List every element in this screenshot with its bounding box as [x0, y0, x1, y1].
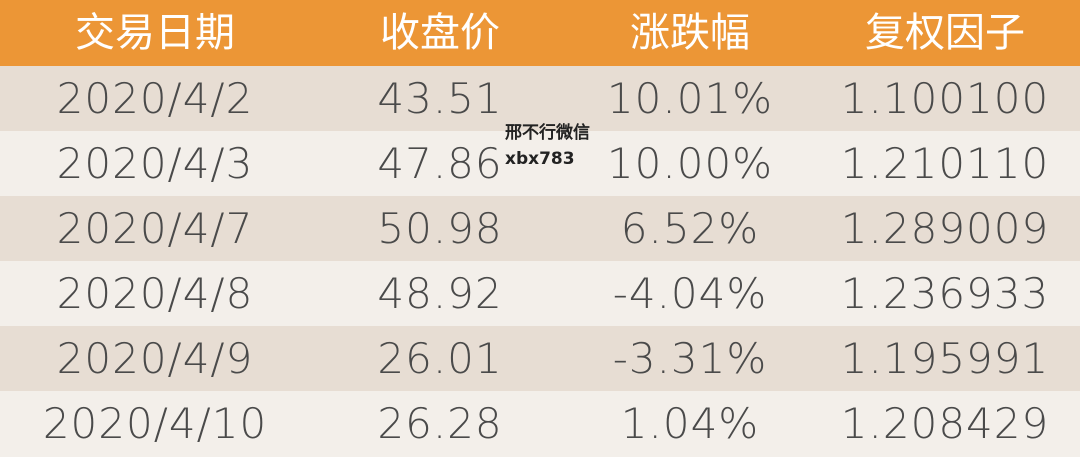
cell-trade-date: 2020/4/10 [42, 399, 268, 448]
table-row: 2020/4/9 26.01 -3.31% 1.195991 [0, 326, 1080, 391]
header-change-pct: 涨跌幅 [630, 10, 750, 56]
cell-close-price: 43.51 [377, 74, 503, 123]
cell-close-price: 26.01 [377, 334, 503, 383]
table-row: 2020/4/2 43.51 10.01% 1.100100 [0, 66, 1080, 131]
header-adjust-factor: 复权因子 [865, 10, 1025, 56]
table-row: 2020/4/7 50.98 6.52% 1.289009 [0, 196, 1080, 261]
cell-change-pct: 6.52% [620, 204, 760, 253]
cell-close-price: 26.28 [377, 399, 503, 448]
table-row: 2020/4/10 26.28 1.04% 1.208429 [0, 391, 1080, 457]
header-trade-date: 交易日期 [75, 10, 235, 56]
cell-adjust-factor: 1.208429 [840, 399, 1050, 448]
cell-trade-date: 2020/4/8 [56, 269, 254, 318]
table-row: 2020/4/8 48.92 -4.04% 1.236933 [0, 261, 1080, 326]
cell-adjust-factor: 1.100100 [840, 74, 1050, 123]
cell-adjust-factor: 1.289009 [840, 204, 1050, 253]
cell-close-price: 50.98 [377, 204, 503, 253]
table-header-row: 交易日期 收盘价 涨跌幅 复权因子 [0, 0, 1080, 66]
cell-adjust-factor: 1.195991 [840, 334, 1050, 383]
cell-trade-date: 2020/4/3 [56, 139, 254, 188]
table-row: 2020/4/3 47.86 10.00% 1.210110 [0, 131, 1080, 196]
watermark: 邢不行微信 xbx783 [505, 120, 590, 172]
cell-change-pct: 1.04% [620, 399, 760, 448]
cell-adjust-factor: 1.210110 [840, 139, 1050, 188]
cell-change-pct: 10.00% [606, 139, 774, 188]
cell-close-price: 48.92 [377, 269, 503, 318]
cell-adjust-factor: 1.236933 [840, 269, 1050, 318]
cell-close-price: 47.86 [377, 139, 503, 188]
cell-trade-date: 2020/4/7 [56, 204, 254, 253]
cell-change-pct: -3.31% [612, 334, 768, 383]
header-close-price: 收盘价 [380, 10, 500, 56]
cell-change-pct: 10.01% [606, 74, 774, 123]
cell-change-pct: -4.04% [612, 269, 768, 318]
cell-trade-date: 2020/4/9 [56, 334, 254, 383]
watermark-line-2: xbx783 [505, 149, 575, 169]
watermark-line-1: 邢不行微信 [505, 123, 590, 143]
cell-trade-date: 2020/4/2 [56, 74, 254, 123]
